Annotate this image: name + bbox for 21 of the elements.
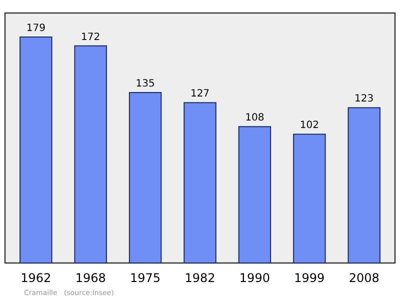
data-label: 102 <box>300 120 319 132</box>
bar <box>74 45 107 264</box>
bar <box>238 126 272 264</box>
x-tick-label: 1999 <box>294 271 325 285</box>
data-label: 179 <box>26 23 46 34</box>
data-label: 123 <box>354 94 374 105</box>
x-tick-label: 1968 <box>75 271 106 285</box>
bar <box>348 107 380 264</box>
data-label: 172 <box>81 32 100 43</box>
data-label: 108 <box>245 112 264 124</box>
data-label: 135 <box>136 78 155 90</box>
bar <box>20 36 52 264</box>
bar <box>293 134 326 264</box>
x-tick-label: 1990 <box>239 271 270 285</box>
x-tick-label: 2008 <box>348 271 380 285</box>
x-tick-label: 1982 <box>184 271 216 285</box>
bar <box>128 92 162 264</box>
data-label: 127 <box>190 88 210 100</box>
x-tick-label: 1962 <box>20 271 52 285</box>
bar <box>184 102 216 264</box>
x-tick-label: 1975 <box>130 271 161 285</box>
